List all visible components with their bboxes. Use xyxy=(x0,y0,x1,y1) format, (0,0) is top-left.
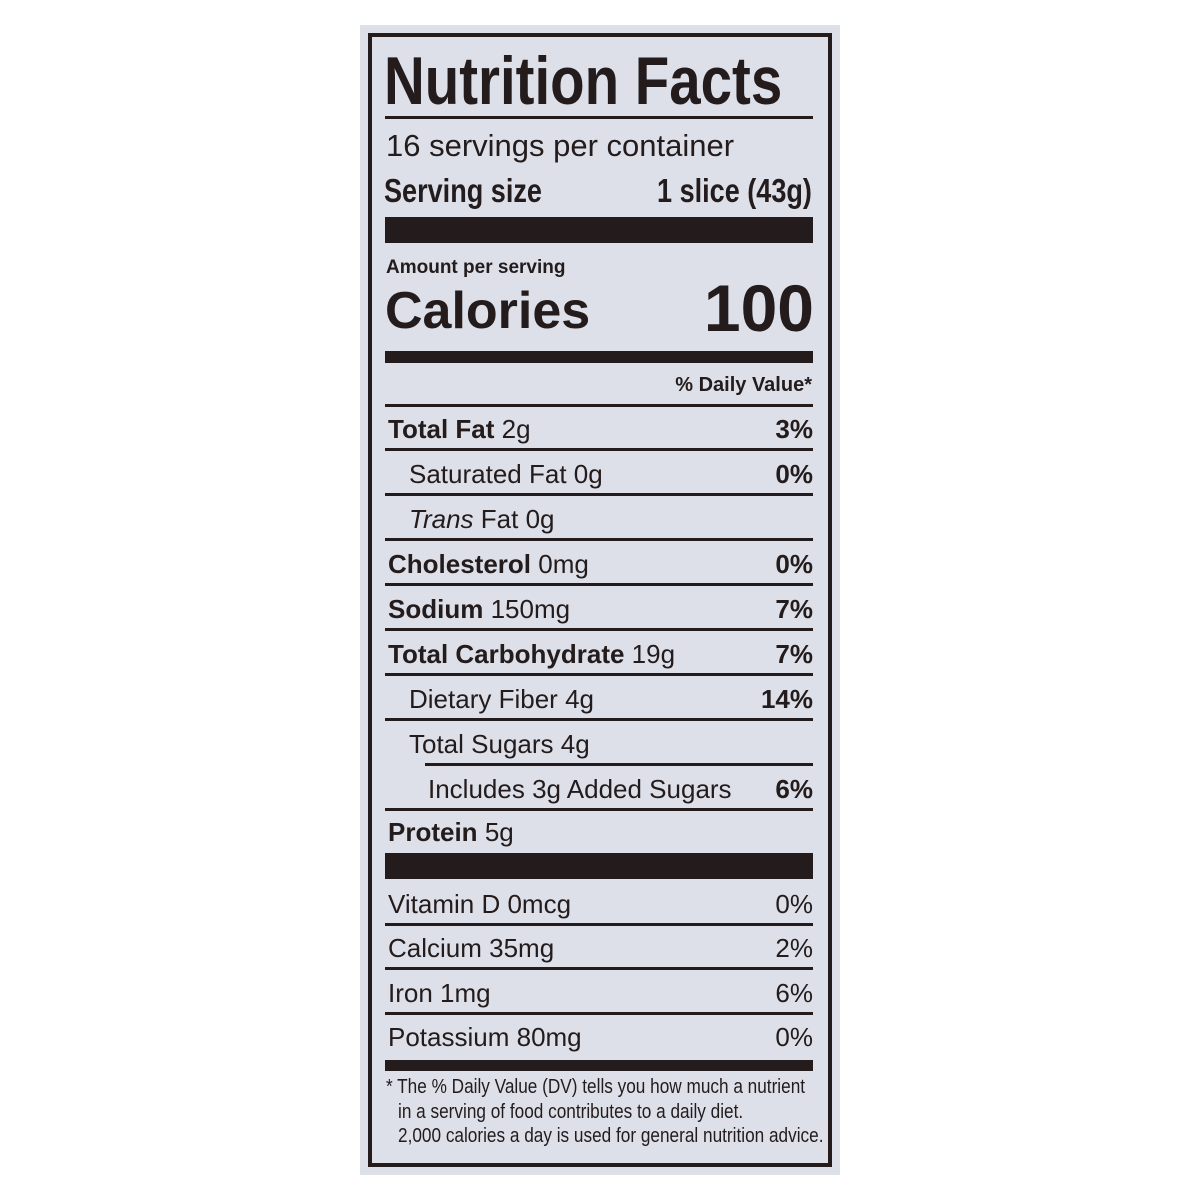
nutrient-amount: 4g xyxy=(565,684,594,714)
serving-size-label: Serving size xyxy=(384,172,542,209)
vitamin-row: Vitamin D 0mcg 0% xyxy=(385,882,813,926)
nutrient-row-total-sugars: Total Sugars 4g xyxy=(385,722,813,766)
nutrient-amount: 0g xyxy=(573,459,603,489)
nutrient-dv: 0% xyxy=(775,549,813,579)
nutrient-amount: 150mg xyxy=(490,594,571,624)
calories-value: 100 xyxy=(703,271,814,345)
servings-per-container: 16 servings per container xyxy=(386,128,735,163)
vitamin-dv: 6% xyxy=(775,978,813,1008)
nutrient-name: Includes 3g Added Sugars xyxy=(428,774,732,804)
amount-per-serving: Amount per serving xyxy=(386,257,566,278)
nutrient-dv: 6% xyxy=(775,774,813,804)
vitamin-row: Calcium 35mg 2% xyxy=(385,926,813,970)
nutrition-title-wrap: Nutrition Facts xyxy=(384,42,864,120)
nutrient-amount: 0mg xyxy=(538,549,589,579)
vitamin-label: Potassium 80mg xyxy=(388,1022,582,1052)
footnote-line: * The % Daily Value (DV) tells you how m… xyxy=(386,1076,806,1098)
nutrient-name: Total Fat xyxy=(388,414,495,444)
daily-value-header: % Daily Value* xyxy=(675,374,812,396)
nutrient-name: Total Carbohydrate xyxy=(388,639,625,669)
nutrient-amount: 4g xyxy=(560,729,590,759)
nutrient-amount: 2g xyxy=(501,414,531,444)
nutrient-row-sodium: Sodium 150mg 7% xyxy=(385,587,813,631)
nutrient-name: Saturated Fat xyxy=(409,459,567,489)
nutrient-name: Cholesterol xyxy=(388,549,532,579)
calories-label: Calories xyxy=(385,282,591,340)
nutrient-dv: 0% xyxy=(775,459,813,489)
nutrient-row-total-fat: Total Fat 2g 3% xyxy=(385,407,813,451)
vitamin-dv: 2% xyxy=(775,933,813,963)
nutrient-row-saturated-fat: Saturated Fat 0g 0% xyxy=(385,452,813,496)
nutrient-row-protein: Protein 5g xyxy=(385,810,813,854)
nutrient-amount: 0g xyxy=(525,504,555,534)
nutrient-name: Total Sugars xyxy=(409,729,554,759)
vitamin-label: Vitamin D 0mcg xyxy=(388,889,572,919)
nutrient-name: Sodium xyxy=(388,594,484,624)
medium-divider xyxy=(385,1060,813,1071)
nutrient-dv: 14% xyxy=(760,684,813,714)
nutrient-row-trans-fat: Trans Fat 0g xyxy=(385,497,813,541)
nutrient-amount: 5g xyxy=(484,817,514,847)
nutrient-dv: 3% xyxy=(775,414,813,444)
vitamin-dv: 0% xyxy=(775,1022,813,1052)
thick-divider xyxy=(385,217,813,243)
vitamin-row: Potassium 80mg 0% xyxy=(385,1015,813,1059)
label-panel xyxy=(360,25,840,1175)
nutrient-name: Protein xyxy=(388,817,478,847)
nutrient-row-dietary-fiber: Dietary Fiber 4g 14% xyxy=(385,677,813,721)
nutrition-facts-border xyxy=(368,33,832,1167)
vitamin-row: Iron 1mg 6% xyxy=(385,971,813,1015)
nutrient-dv: 7% xyxy=(775,594,813,624)
nutrient-row-total-carbohydrate: Total Carbohydrate 19g 7% xyxy=(385,632,813,676)
nutrient-dv: 7% xyxy=(775,639,813,669)
nutrient-row-cholesterol: Cholesterol 0mg 0% xyxy=(385,542,813,586)
serving-size-value: 1 slice (43g) xyxy=(657,172,812,209)
nutrient-name: Dietary Fiber xyxy=(409,684,558,714)
divider xyxy=(385,404,813,407)
nutrient-name-suffix: Fat xyxy=(480,504,519,534)
nutrient-amount: 19g xyxy=(631,639,676,669)
vitamin-dv: 0% xyxy=(775,889,813,919)
nutrient-name: Trans xyxy=(409,504,474,534)
nutrition-title: Nutrition Facts xyxy=(384,43,783,119)
vitamin-label: Calcium 35mg xyxy=(388,933,555,963)
vitamin-label: Iron 1mg xyxy=(388,978,491,1008)
nutrient-row-added-sugars: Includes 3g Added Sugars 6% xyxy=(385,767,813,811)
serving-size-label-wrap: Serving size xyxy=(384,172,577,210)
footnote-line: in a serving of food contributes to a da… xyxy=(398,1101,744,1123)
divider xyxy=(385,116,813,119)
thick-divider xyxy=(385,853,813,879)
medium-divider xyxy=(385,351,813,363)
footnote-line: 2,000 calories a day is used for general… xyxy=(398,1125,824,1147)
